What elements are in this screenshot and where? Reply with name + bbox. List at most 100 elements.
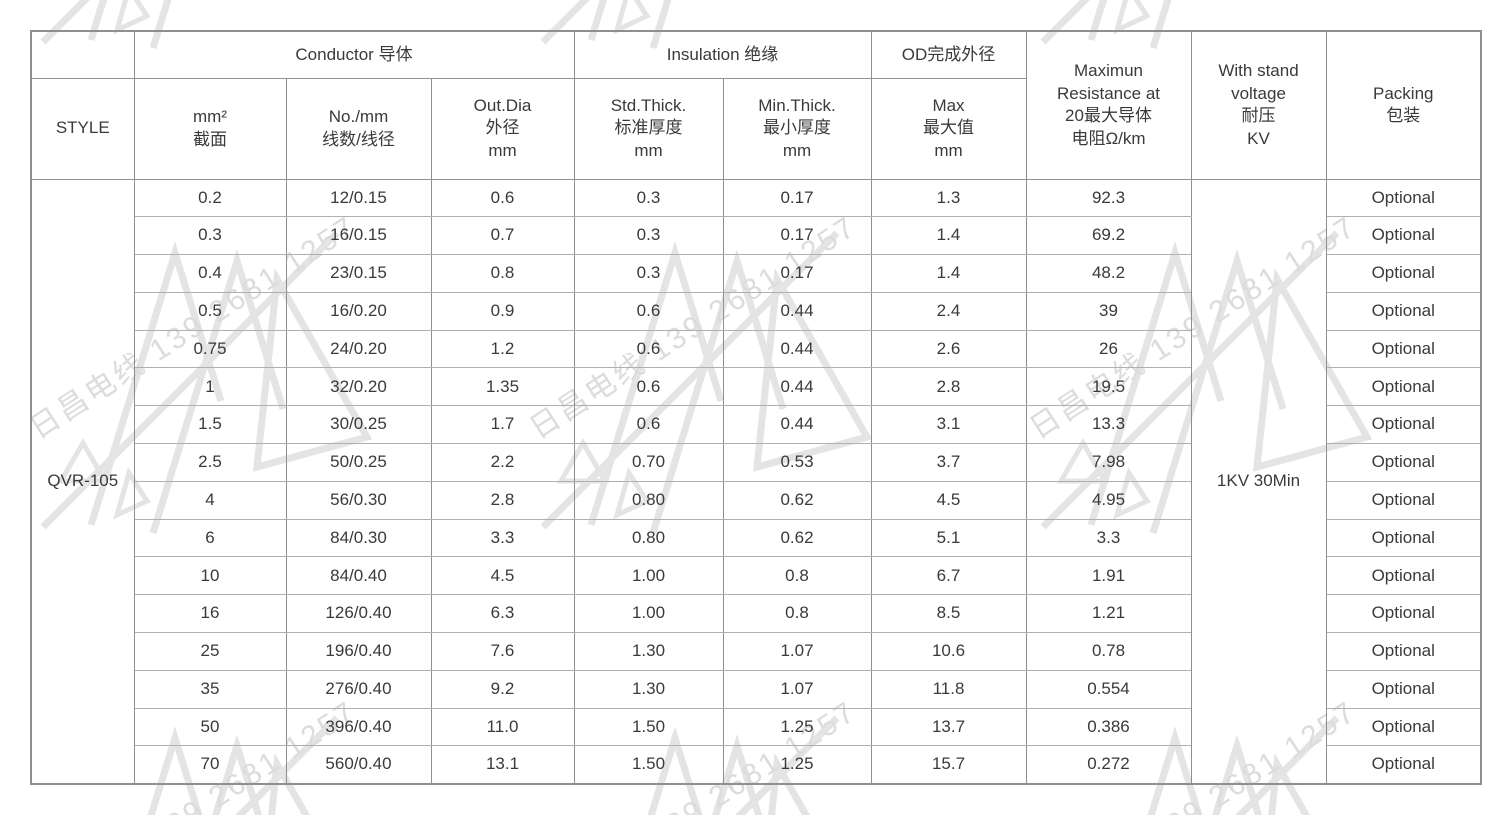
cell-resistance: 0.386: [1025, 707, 1192, 747]
header-std-thick: Std.Thick. 标准厚度 mm: [573, 77, 724, 180]
cell-out_dia: 4.5: [430, 556, 575, 596]
cell-min_thick: 1.07: [722, 669, 872, 709]
cell-std_thick: 0.6: [573, 367, 724, 407]
cell-out_dia: 6.3: [430, 594, 575, 634]
cell-resistance: 1.91: [1025, 556, 1192, 596]
cell-packing: Optional: [1325, 556, 1482, 596]
cell-resistance: 7.98: [1025, 443, 1192, 482]
cell-mm2: 16: [133, 594, 287, 634]
cell-no_mm: 396/0.40: [285, 707, 432, 747]
cell-min_thick: 0.8: [722, 556, 872, 596]
table-body: QVR-105 0.2 12/0.15 0.6 0.3 0.17 1.3 92.3 1KV 30…: [30, 178, 1482, 785]
header-no-mm: No./mm 线数/线径: [285, 77, 432, 180]
cell-od_max: 3.1: [870, 405, 1027, 445]
cell-packing: Optional: [1325, 329, 1482, 369]
cell-std_thick: 1.00: [573, 556, 724, 596]
cell-out_dia: 2.2: [430, 443, 575, 482]
header-style: STYLE: [30, 77, 135, 180]
cell-std_thick: 0.3: [573, 254, 724, 293]
cell-out_dia: 3.3: [430, 518, 575, 558]
cell-od_max: 4.5: [870, 480, 1027, 520]
cell-mm2: 1.5: [133, 405, 287, 445]
cell-mm2: 50: [133, 707, 287, 747]
cell-out_dia: 0.7: [430, 216, 575, 256]
table-row: 35 276/0.40 9.2 1.30 1.07 11.8 0.554 Optional: [31, 669, 1482, 709]
cell-out_dia: 1.7: [430, 405, 575, 445]
cell-no_mm: 84/0.30: [285, 518, 432, 558]
cell-mm2: 1: [133, 367, 287, 407]
cell-std_thick: 1.00: [573, 594, 724, 634]
cell-resistance: 92.3: [1025, 178, 1192, 218]
cell-out_dia: 1.35: [430, 367, 575, 407]
cell-packing: Optional: [1325, 291, 1482, 331]
cell-od_max: 2.8: [870, 367, 1027, 407]
cell-mm2: 0.75: [133, 329, 287, 369]
cell-packing: Optional: [1325, 178, 1482, 218]
cell-no_mm: 12/0.15: [285, 178, 432, 218]
style-value-cell: QVR-105: [30, 178, 135, 785]
cell-no_mm: 24/0.20: [285, 329, 432, 369]
cell-od_max: 2.6: [870, 329, 1027, 369]
cell-no_mm: 23/0.15: [285, 254, 432, 293]
cell-min_thick: 0.17: [722, 254, 872, 293]
header-od-max: Max 最大值 mm: [870, 77, 1027, 180]
cell-std_thick: 0.70: [573, 443, 724, 482]
cell-resistance: 48.2: [1025, 254, 1192, 293]
header-min-thick: Min.Thick. 最小厚度 mm: [722, 77, 872, 180]
cell-std_thick: 1.50: [573, 745, 724, 785]
cell-no_mm: 196/0.40: [285, 632, 432, 671]
cell-std_thick: 0.80: [573, 480, 724, 520]
header-insulation-group: Insulation 绝缘: [573, 30, 872, 79]
cell-packing: Optional: [1325, 707, 1482, 747]
cell-packing: Optional: [1325, 216, 1482, 256]
cell-od_max: 13.7: [870, 707, 1027, 747]
cell-out_dia: 9.2: [430, 669, 575, 709]
cell-std_thick: 0.6: [573, 329, 724, 369]
table-row: QVR-105 0.2 12/0.15 0.6 0.3 0.17 1.3 92.3 1KV 30…: [30, 178, 1482, 785]
header-resistance: Maximun Resistance at 20最大导体 电阻Ω/km: [1025, 30, 1192, 180]
cell-packing: Optional: [1325, 443, 1482, 482]
header-out-dia: Out.Dia 外径 mm: [430, 77, 575, 180]
cell-mm2: 10: [133, 556, 287, 596]
cell-packing: Optional: [1325, 669, 1482, 709]
cell-out_dia: 11.0: [430, 707, 575, 747]
cell-resistance: 0.554: [1025, 669, 1192, 709]
cell-resistance: 4.95: [1025, 480, 1192, 520]
header-packing: Packing 包装: [1325, 30, 1482, 180]
cell-mm2: 4: [133, 480, 287, 520]
cell-min_thick: 0.17: [722, 216, 872, 256]
cell-mm2: 70: [133, 745, 287, 785]
cell-od_max: 1.4: [870, 216, 1027, 256]
cell-min_thick: 0.44: [722, 329, 872, 369]
cell-std_thick: 0.6: [573, 405, 724, 445]
cell-std_thick: 1.30: [573, 669, 724, 709]
cell-resistance: 0.272: [1025, 745, 1192, 785]
cell-packing: Optional: [1325, 632, 1482, 671]
cell-packing: Optional: [1325, 367, 1482, 407]
cell-no_mm: 56/0.30: [285, 480, 432, 520]
cell-resistance: 69.2: [1025, 216, 1192, 256]
cell-resistance: 0.78: [1025, 632, 1192, 671]
cell-mm2: 25: [133, 632, 287, 671]
cell-od_max: 5.1: [870, 518, 1027, 558]
cell-no_mm: 30/0.25: [285, 405, 432, 445]
cell-min_thick: 0.44: [722, 367, 872, 407]
cell-out_dia: 0.9: [430, 291, 575, 331]
cell-od_max: 6.7: [870, 556, 1027, 596]
header-od-group: OD完成外径: [870, 30, 1027, 79]
cell-od_max: 2.4: [870, 291, 1027, 331]
cell-resistance: 39: [1025, 291, 1192, 331]
cell-no_mm: 126/0.40: [285, 594, 432, 634]
cell-std_thick: 1.50: [573, 707, 724, 747]
cell-min_thick: 1.25: [722, 745, 872, 785]
spec-table: Conductor 导体 Insulation 绝缘 OD完成外径 Maximu…: [30, 30, 1482, 785]
cell-no_mm: 276/0.40: [285, 669, 432, 709]
cell-mm2: 0.4: [133, 254, 287, 293]
cell-std_thick: 0.6: [573, 291, 724, 331]
cell-min_thick: 1.07: [722, 632, 872, 671]
cell-std_thick: 0.80: [573, 518, 724, 558]
cell-resistance: 13.3: [1025, 405, 1192, 445]
cell-std_thick: 0.3: [573, 178, 724, 218]
cell-mm2: 0.3: [133, 216, 287, 256]
